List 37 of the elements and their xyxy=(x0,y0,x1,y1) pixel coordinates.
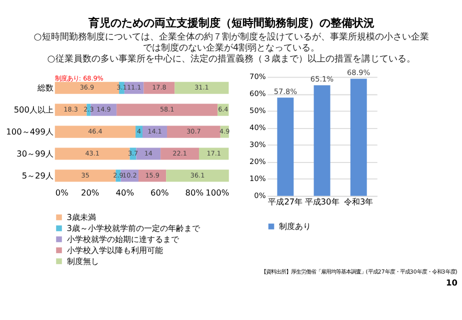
x-tick-label: 0% xyxy=(55,187,69,198)
y-tick-label: 500人以上 xyxy=(14,104,54,115)
y-tick-label: 60% xyxy=(250,89,266,98)
legend-label: 3歳未満 xyxy=(66,212,96,222)
x-tick-label: 60% xyxy=(150,187,169,198)
text: 10 xyxy=(446,277,458,288)
y-tick-label: 10% xyxy=(250,174,266,184)
legend-label: 小学校入学以降も利用可能 xyxy=(66,245,163,256)
y-tick-label: 総数 xyxy=(36,82,54,93)
bar xyxy=(350,78,367,196)
y-tick-label: 30～99人 xyxy=(16,148,54,158)
y-tick-label: 70% xyxy=(250,72,266,82)
y-tick-label: 40% xyxy=(250,123,266,132)
legend-label: 3歳～小学校就学前の一定の年齢まで xyxy=(66,223,202,234)
data-label: 57.8% xyxy=(274,86,298,96)
x-tick-label: 100% xyxy=(206,187,230,198)
text: ○短時間勤務制度については、企業全体の約７割が制度を設けているが、事業所規模の小さい企業では制度のない企業が4割弱となっている。 xyxy=(34,31,429,54)
chart-title: 育児のための両立支援制度（短時間勤務制度）の整備状況 xyxy=(87,16,374,30)
bar xyxy=(277,98,294,196)
x-tick-label: 20% xyxy=(80,187,100,198)
x-tick-label: 40% xyxy=(116,187,134,198)
legend-label: 制度あり xyxy=(279,221,312,232)
text: ○従業員数の多い事業所を中心に、法定の措置義務（３歳まで）以上の措置を講じている。 xyxy=(47,53,416,64)
y-tick-label: 5～29人 xyxy=(22,170,54,180)
data-label: 65.1% xyxy=(310,74,334,84)
legend-label: 制度無し xyxy=(66,256,99,266)
x-tick-label: 令和3年 xyxy=(344,196,374,207)
y-tick-label: 100～499人 xyxy=(6,126,54,137)
y-tick-label: 50% xyxy=(250,106,266,116)
y-tick-label: 20% xyxy=(250,157,266,166)
x-tick-label: 平成27年 xyxy=(268,196,303,207)
legend-label: 小学校就学の始期に達するまで xyxy=(66,234,180,244)
x-tick-label: 80% xyxy=(185,187,204,198)
data-label: 68.9% xyxy=(347,68,370,78)
y-tick-label: 30% xyxy=(250,140,266,150)
x-tick-label: 平成30年 xyxy=(304,196,340,207)
bar xyxy=(314,85,330,196)
